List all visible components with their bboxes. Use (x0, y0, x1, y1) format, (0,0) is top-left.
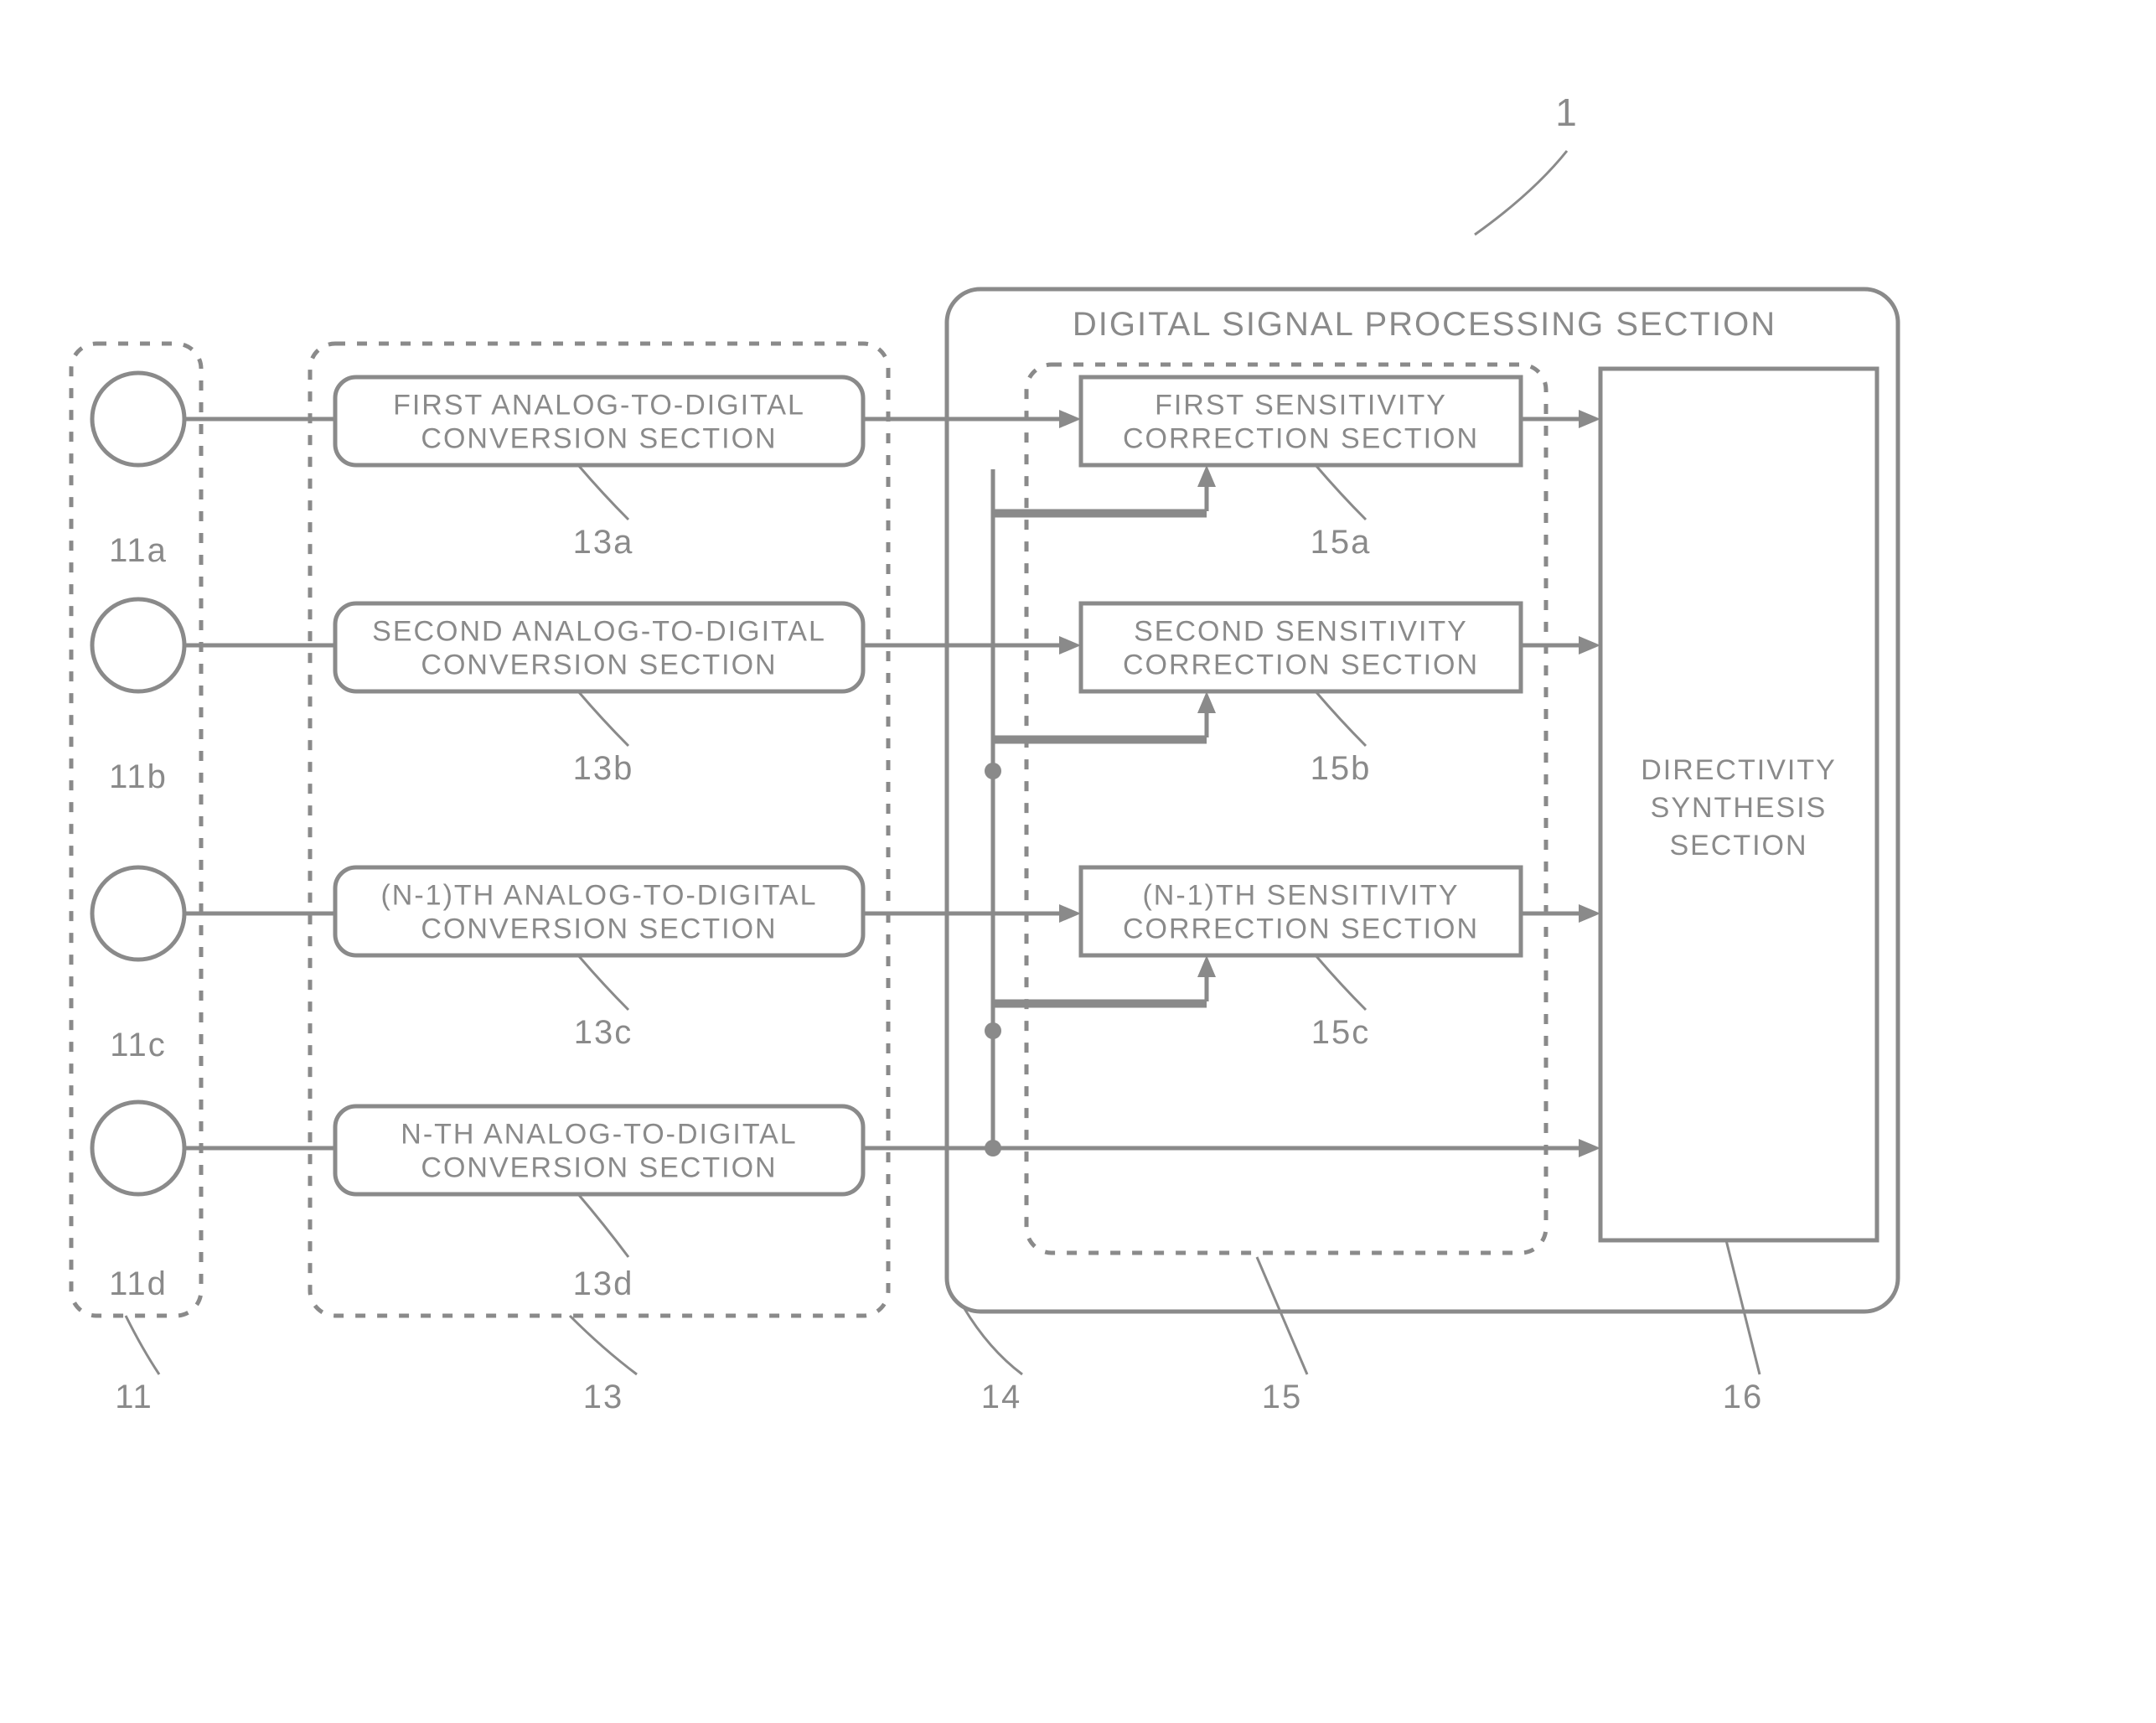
adc-text1-2: (N-1)TH ANALOG-TO-DIGITAL (380, 880, 817, 912)
adc-text1-0: FIRST ANALOG-TO-DIGITAL (393, 390, 805, 422)
dir-line3: SECTION (1669, 830, 1807, 862)
dsp-label: 14 (981, 1379, 1022, 1415)
adc-label-3: 13d (573, 1265, 634, 1302)
adc-text2-3: CONVERSION SECTION (421, 1152, 777, 1184)
junction-2 (985, 1140, 1001, 1156)
adc-text2-0: CONVERSION SECTION (421, 423, 777, 455)
adc-label-0: 13a (573, 524, 634, 561)
background (0, 0, 2156, 1723)
sens-label-0: 15a (1311, 524, 1372, 561)
mic-label-1: 11b (109, 758, 168, 795)
junction-1 (985, 1022, 1001, 1039)
sens-text2-1: CORRECTION SECTION (1123, 649, 1479, 681)
sens-label-2: 15c (1311, 1014, 1371, 1051)
adc-text2-2: CONVERSION SECTION (421, 913, 777, 945)
mic-label-2: 11c (110, 1027, 167, 1063)
adc-label-2: 13c (574, 1014, 633, 1051)
sens-label-1: 15b (1311, 750, 1372, 787)
dir-line1: DIRECTIVITY (1641, 754, 1837, 786)
sens-text1-0: FIRST SENSITIVITY (1155, 390, 1447, 422)
sens-text1-1: SECOND SENSITIVITY (1134, 616, 1468, 648)
dir-line2: SYNTHESIS (1651, 792, 1828, 824)
adc-group-label: 13 (583, 1379, 624, 1415)
sens-group-label: 15 (1262, 1379, 1303, 1415)
ref-1: 1 (1555, 91, 1579, 134)
sens-text2-2: CORRECTION SECTION (1123, 913, 1479, 945)
adc-text2-1: CONVERSION SECTION (421, 649, 777, 681)
dir-label: 16 (1723, 1379, 1764, 1415)
adc-label-1: 13b (573, 750, 634, 787)
dsp-title: DIGITAL SIGNAL PROCESSING SECTION (1073, 306, 1776, 343)
sens-text1-2: (N-1)TH SENSITIVITY (1142, 880, 1459, 912)
sens-text2-0: CORRECTION SECTION (1123, 423, 1479, 455)
junction-0 (985, 763, 1001, 779)
mic-label-3: 11d (109, 1265, 168, 1302)
mic-label-0: 11a (109, 532, 168, 569)
adc-text1-1: SECOND ANALOG-TO-DIGITAL (372, 616, 826, 648)
adc-text1-3: N-TH ANALOG-TO-DIGITAL (401, 1119, 797, 1151)
mic-group-label: 11 (115, 1379, 153, 1415)
